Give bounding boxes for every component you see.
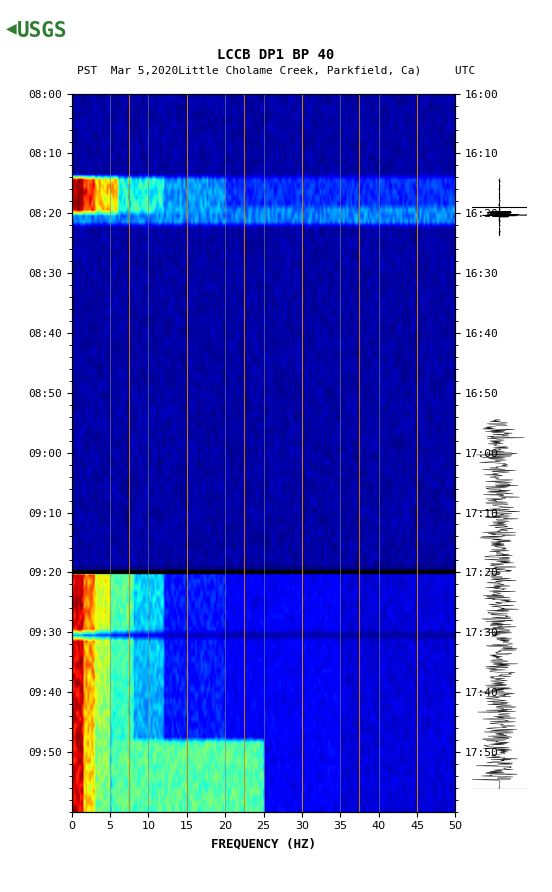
Text: ◀: ◀ [6,21,16,36]
Text: USGS: USGS [17,21,67,41]
Text: LCCB DP1 BP 40: LCCB DP1 BP 40 [217,48,335,62]
Text: PST  Mar 5,2020Little Cholame Creek, Parkfield, Ca)     UTC: PST Mar 5,2020Little Cholame Creek, Park… [77,65,475,76]
X-axis label: FREQUENCY (HZ): FREQUENCY (HZ) [211,837,316,850]
